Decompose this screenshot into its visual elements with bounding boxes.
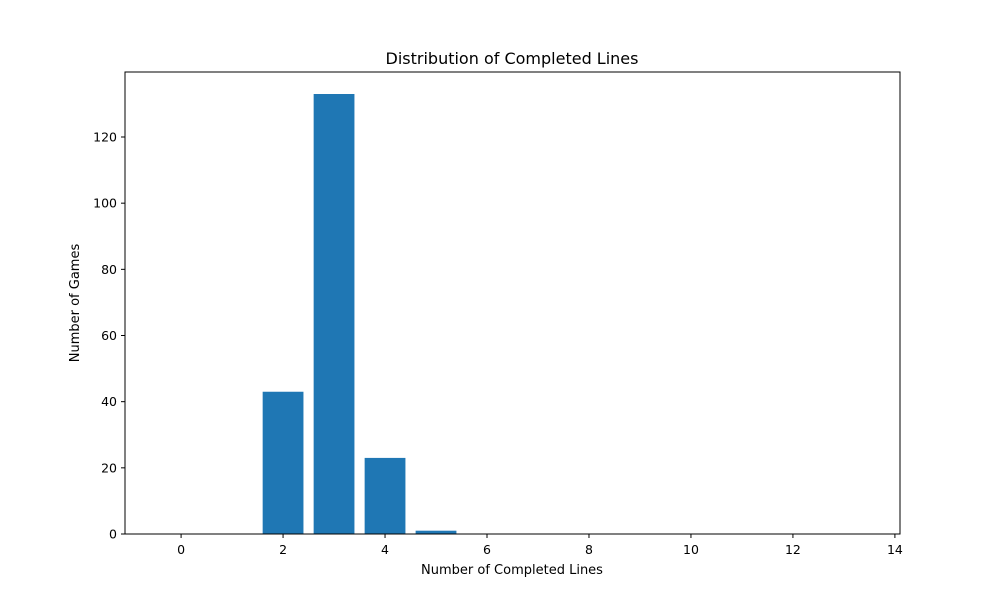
- x-tick-label: 2: [279, 542, 287, 557]
- y-tick-label: 120: [93, 130, 117, 145]
- x-tick-label: 0: [177, 542, 185, 557]
- chart-title: Distribution of Completed Lines: [386, 49, 639, 68]
- y-tick-label: 60: [101, 328, 117, 343]
- bar-2: [262, 391, 304, 534]
- y-tick-label: 0: [109, 527, 117, 542]
- plot-frame: [124, 71, 901, 535]
- bar-3: [313, 94, 355, 534]
- y-tick-label: 20: [101, 460, 117, 475]
- y-axis-ticks: 0 20 40 60 80 100 120: [93, 130, 125, 542]
- x-tick-label: 12: [785, 542, 801, 557]
- x-axis-ticks: 0 2 4 6 8 10 12 14: [177, 534, 903, 557]
- bar-5: [415, 530, 457, 534]
- bars: [262, 94, 457, 534]
- y-tick-label: 100: [93, 196, 117, 211]
- x-axis-label: Number of Completed Lines: [421, 563, 603, 578]
- y-tick-label: 40: [101, 394, 117, 409]
- x-tick-label: 4: [381, 542, 389, 557]
- x-tick-label: 8: [585, 542, 593, 557]
- y-axis-label: Number of Games: [68, 244, 83, 363]
- y-tick-label: 80: [101, 262, 117, 277]
- x-tick-label: 6: [483, 542, 491, 557]
- bar-4: [364, 457, 406, 534]
- x-tick-label: 14: [887, 542, 903, 557]
- x-tick-label: 10: [683, 542, 699, 557]
